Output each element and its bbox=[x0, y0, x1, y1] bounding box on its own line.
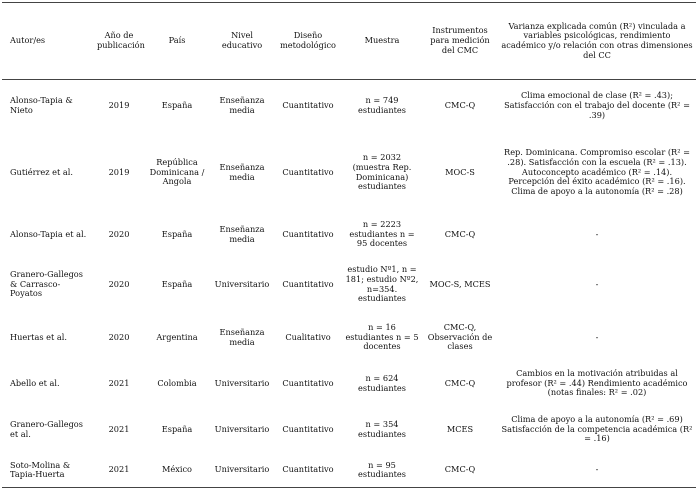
cell-sample: n = 2032 (muestra Rep. Dominicana) estud… bbox=[352, 152, 412, 192]
cell-variance: - bbox=[498, 453, 696, 488]
cell-sample: estudio Nº1, n = 181; estudio Nº2, n=354… bbox=[345, 264, 419, 304]
header-instruments: Instrumentos para medición del CMC bbox=[422, 2, 498, 80]
cell-sample: n = 749 estudiantes bbox=[358, 95, 406, 115]
cell-instruments: CMC-Q bbox=[444, 228, 476, 239]
cell-level: Enseñanza media bbox=[219, 95, 265, 115]
cell-author: Huertas et al. bbox=[10, 331, 67, 342]
cell-country: República Dominicana / Angola bbox=[149, 156, 205, 187]
cell-design: Cuantitativo bbox=[282, 228, 334, 239]
cell-country: España bbox=[161, 99, 193, 110]
cell-design: Cuantitativo bbox=[282, 423, 334, 434]
cell-country: Colombia bbox=[157, 377, 197, 388]
cell-instruments: MOC-S, MCES bbox=[429, 278, 491, 289]
table-row: Gutiérrez et al. 2019 República Dominica… bbox=[2, 132, 696, 214]
cell-variance: - bbox=[595, 331, 599, 342]
cell-instruments: CMC-Q bbox=[422, 453, 498, 488]
header-level: Nivel educativo bbox=[210, 2, 274, 80]
cell-level: Enseñanza media bbox=[219, 326, 265, 347]
cell-author: Alonso-Tapia et al. bbox=[10, 228, 87, 239]
cell-year: 2019 bbox=[108, 99, 130, 110]
cell-design: Cuantitativo bbox=[282, 278, 334, 289]
header-author: Autor/es bbox=[2, 2, 94, 80]
cell-instruments: CMC-Q bbox=[444, 377, 476, 388]
cell-level: Universitario bbox=[214, 377, 270, 388]
cell-variance: - bbox=[595, 228, 599, 239]
table-row: Soto-Molina & Tapia-Huerta 2021 México U… bbox=[2, 453, 696, 488]
cell-sample: n = 354 estudiantes bbox=[358, 418, 406, 439]
cell-author: Granero-Gallegos et al. bbox=[10, 418, 83, 439]
cell-level: Universitario bbox=[210, 453, 274, 488]
cell-instruments: MOC-S bbox=[445, 166, 475, 177]
cell-sample: n = 2223 estudiantes n = 95 docentes bbox=[349, 218, 415, 249]
cell-year: 2020 bbox=[108, 278, 130, 289]
cell-country: México bbox=[144, 453, 210, 488]
table-header-row: Autor/es Año de publicación País Nivel e… bbox=[2, 2, 696, 80]
cell-level: Enseñanza media bbox=[219, 223, 265, 244]
cell-author: Abello et al. bbox=[10, 377, 60, 388]
cell-design: Cuantitativo bbox=[274, 453, 342, 488]
cell-variance: - bbox=[595, 278, 599, 289]
cell-variance: Cambios en la motivación atribuidas al p… bbox=[506, 367, 688, 398]
table-row: Alonso-Tapia et al. 2020 España Enseñanz… bbox=[2, 214, 696, 256]
table-row: Huertas et al. 2020 Argentina Enseñanza … bbox=[2, 314, 696, 362]
cell-sample: n = 16 estudiantes n = 5 docentes bbox=[345, 321, 419, 352]
table-row: Alonso-Tapia & Nieto 2019 España Enseñan… bbox=[2, 80, 696, 132]
cell-author: Soto-Molina & Tapia-Huerta bbox=[2, 453, 94, 488]
cell-variance: Clima de apoyo a la autonomía (R² = .69)… bbox=[501, 413, 693, 444]
table-row: Granero-Gallegos & Carrasco-Poyatos 2020… bbox=[2, 256, 696, 314]
cell-level: Universitario bbox=[214, 423, 270, 434]
cell-instruments: CMC-Q, Observación de clases bbox=[427, 321, 493, 352]
cell-variance: Rep. Dominicana. Compromiso escolar (R² … bbox=[504, 147, 690, 196]
cell-level: Universitario bbox=[214, 278, 270, 289]
cell-design: Cualitativo bbox=[285, 331, 331, 342]
cell-sample: n = 624 estudiantes bbox=[358, 372, 406, 393]
table-row: Granero-Gallegos et al. 2021 España Univ… bbox=[2, 406, 696, 454]
table-row: Abello et al. 2021 Colombia Universitari… bbox=[2, 362, 696, 406]
cell-variance: Clima emocional de clase (R² = .43); Sat… bbox=[504, 90, 690, 120]
cell-instruments: MCES bbox=[446, 423, 474, 434]
cell-author: Alonso-Tapia & Nieto bbox=[10, 95, 73, 115]
cell-year: 2019 bbox=[108, 166, 130, 177]
header-country: País bbox=[144, 2, 210, 80]
cell-country: Argentina bbox=[156, 331, 198, 342]
cell-country: España bbox=[161, 228, 193, 239]
header-year: Año de publicación bbox=[94, 2, 145, 80]
cell-year: 2021 bbox=[108, 423, 130, 434]
cell-author: Granero-Gallegos & Carrasco-Poyatos bbox=[10, 268, 83, 299]
cell-design: Cuantitativo bbox=[282, 166, 334, 177]
cell-country: España bbox=[161, 278, 193, 289]
cell-level: Enseñanza media bbox=[219, 161, 265, 182]
cell-year: 2020 bbox=[108, 331, 130, 342]
cell-year: 2021 bbox=[94, 453, 144, 488]
cell-design: Cuantitativo bbox=[282, 99, 334, 110]
cell-author: Gutiérrez et al. bbox=[10, 166, 73, 177]
cell-instruments: CMC-Q bbox=[444, 99, 476, 110]
header-variance: Varianza explicada común (R²) vinculada … bbox=[498, 2, 696, 80]
cell-sample: n = 95 estudiantes bbox=[342, 453, 422, 488]
header-sample: Muestra bbox=[342, 2, 422, 80]
cell-year: 2021 bbox=[108, 377, 130, 388]
cell-design: Cuantitativo bbox=[282, 377, 334, 388]
header-design: Diseño metodológico bbox=[274, 2, 342, 80]
cell-country: España bbox=[161, 423, 193, 434]
cell-year: 2020 bbox=[108, 228, 130, 239]
